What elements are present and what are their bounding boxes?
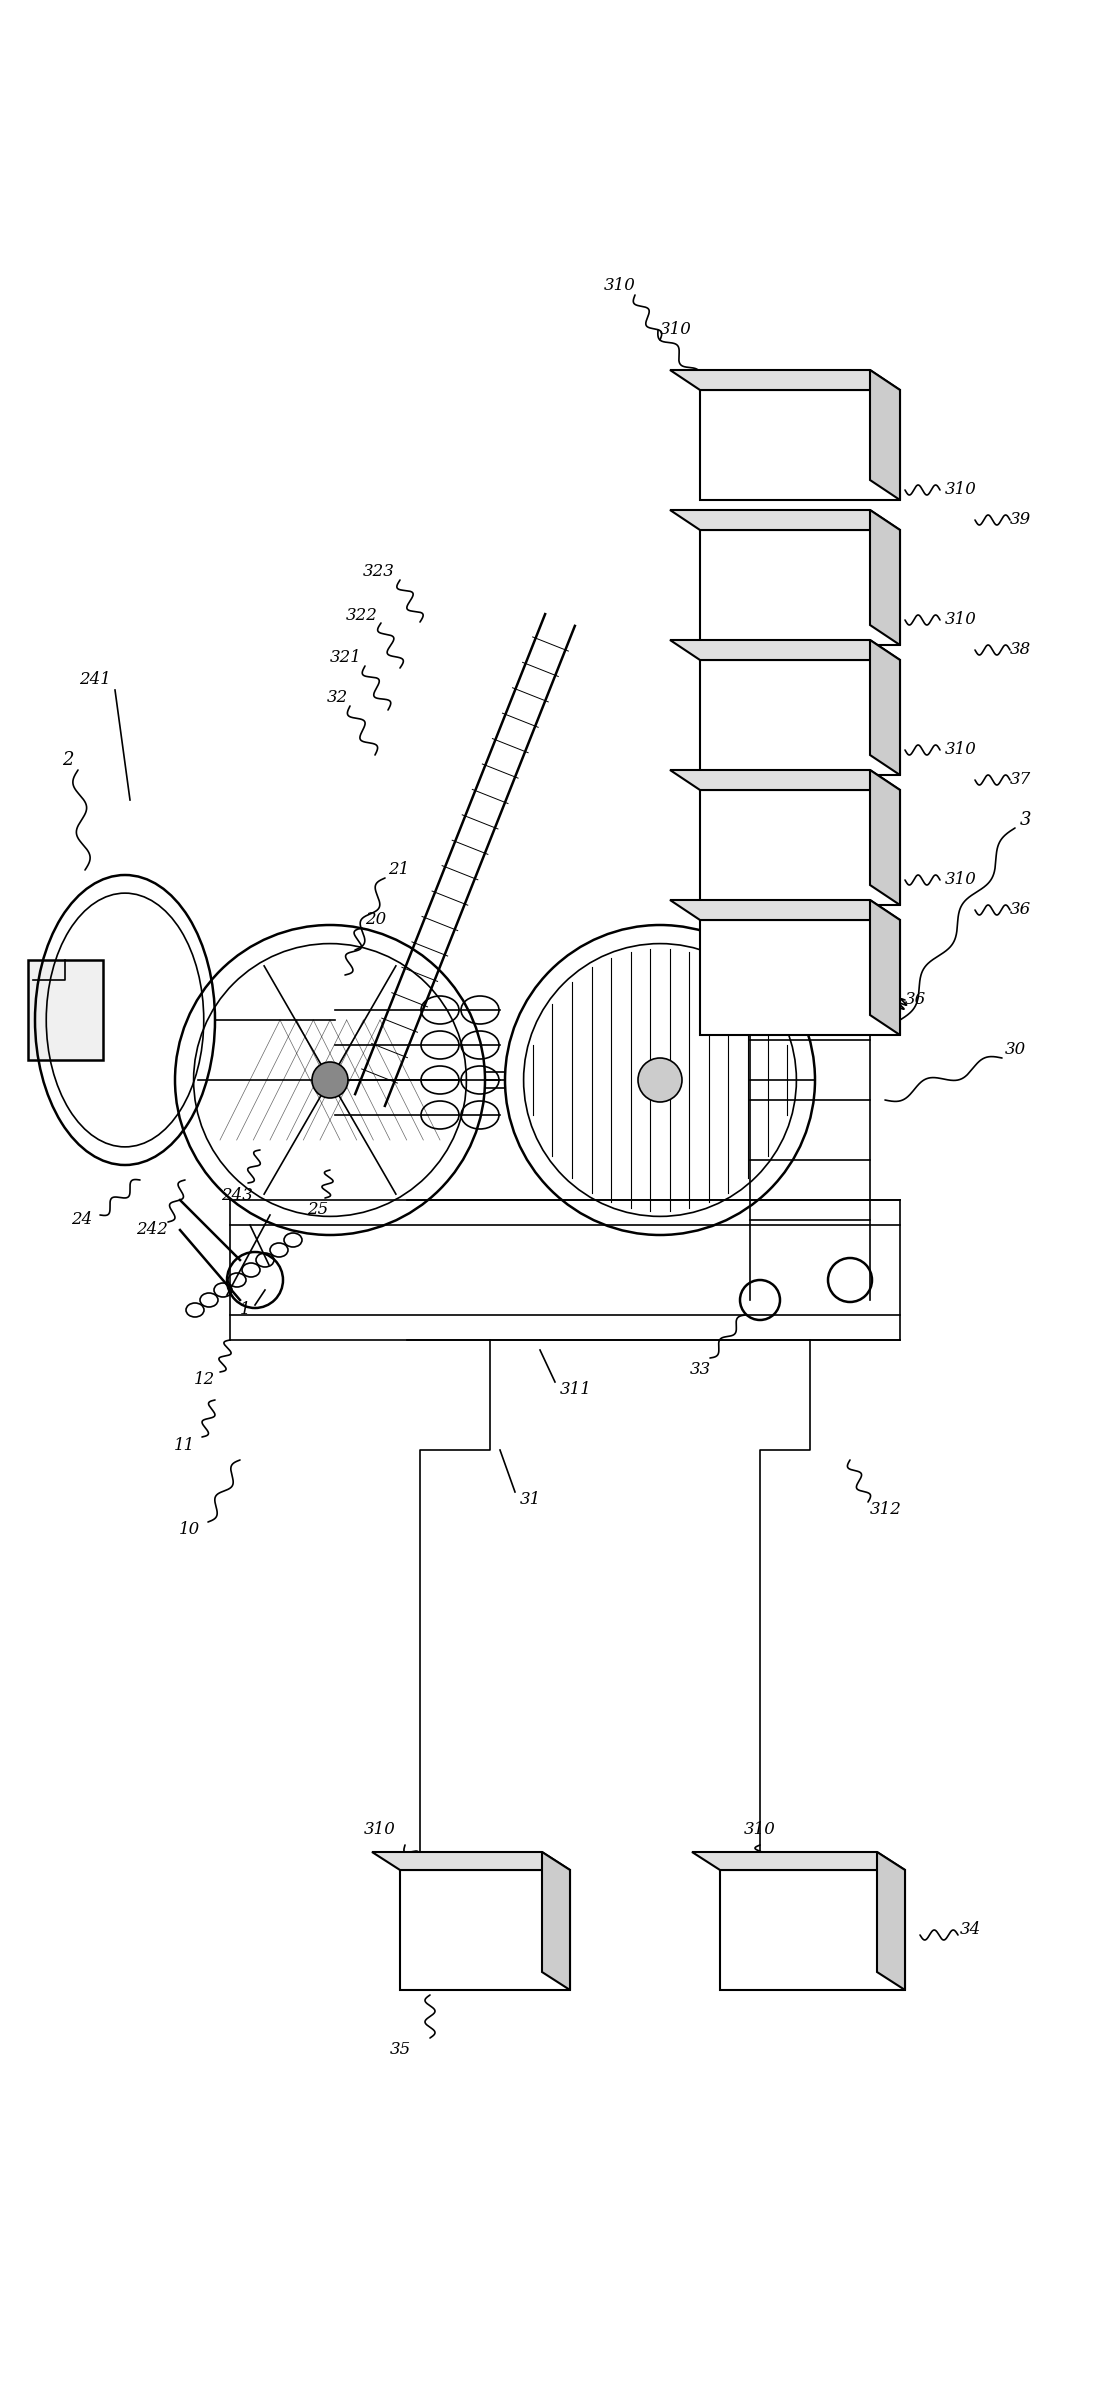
Text: 30: 30 [1005, 1041, 1027, 1058]
Polygon shape [877, 1852, 905, 1990]
Text: 36: 36 [905, 991, 927, 1008]
Text: 20: 20 [365, 913, 386, 929]
Polygon shape [870, 901, 900, 1034]
Text: 242: 242 [136, 1222, 168, 1239]
Polygon shape [701, 920, 900, 1034]
Circle shape [312, 1063, 348, 1099]
Text: 310: 310 [744, 1821, 776, 1840]
Text: 311: 311 [560, 1382, 592, 1399]
Text: 36: 36 [1010, 901, 1031, 917]
Text: 322: 322 [346, 608, 378, 624]
Text: 3: 3 [1020, 810, 1031, 829]
Text: 323: 323 [363, 562, 395, 581]
Polygon shape [670, 369, 900, 391]
Text: 33: 33 [690, 1361, 710, 1377]
Text: 31: 31 [520, 1492, 541, 1508]
Text: 312: 312 [870, 1501, 901, 1518]
Text: 310: 310 [945, 612, 977, 629]
Polygon shape [692, 1852, 905, 1871]
Polygon shape [870, 641, 900, 774]
Text: 24: 24 [71, 1211, 92, 1230]
Text: 1: 1 [239, 1301, 250, 1318]
Polygon shape [670, 770, 900, 791]
Text: 37: 37 [1010, 772, 1031, 789]
Circle shape [638, 1058, 682, 1101]
Polygon shape [701, 791, 900, 906]
Text: 32: 32 [327, 689, 348, 705]
Text: 310: 310 [604, 276, 636, 293]
Text: 39: 39 [1010, 512, 1031, 529]
Text: 310: 310 [660, 322, 692, 338]
Text: 25: 25 [307, 1201, 328, 1218]
Text: 11: 11 [173, 1437, 195, 1454]
Text: 243: 243 [221, 1187, 253, 1203]
Text: 2: 2 [63, 751, 74, 770]
Text: 21: 21 [388, 863, 410, 879]
Polygon shape [670, 901, 900, 920]
Text: 38: 38 [1010, 641, 1031, 658]
Polygon shape [870, 369, 900, 500]
Text: 35: 35 [390, 2042, 411, 2059]
Text: 321: 321 [330, 651, 362, 667]
Text: 310: 310 [945, 481, 977, 498]
Polygon shape [400, 1871, 570, 1990]
Polygon shape [670, 641, 900, 660]
Text: 241: 241 [79, 672, 111, 689]
Polygon shape [542, 1852, 570, 1990]
Polygon shape [870, 770, 900, 906]
Polygon shape [701, 660, 900, 774]
Polygon shape [870, 510, 900, 646]
Text: 10: 10 [179, 1520, 200, 1539]
Text: 310: 310 [365, 1821, 396, 1840]
Text: 34: 34 [960, 1921, 982, 1937]
Text: 310: 310 [945, 872, 977, 889]
Polygon shape [701, 529, 900, 646]
Text: 12: 12 [193, 1373, 215, 1389]
Polygon shape [372, 1852, 570, 1871]
Polygon shape [720, 1871, 905, 1990]
Polygon shape [29, 960, 103, 1060]
Text: 310: 310 [945, 741, 977, 758]
Polygon shape [701, 391, 900, 500]
Polygon shape [670, 510, 900, 529]
